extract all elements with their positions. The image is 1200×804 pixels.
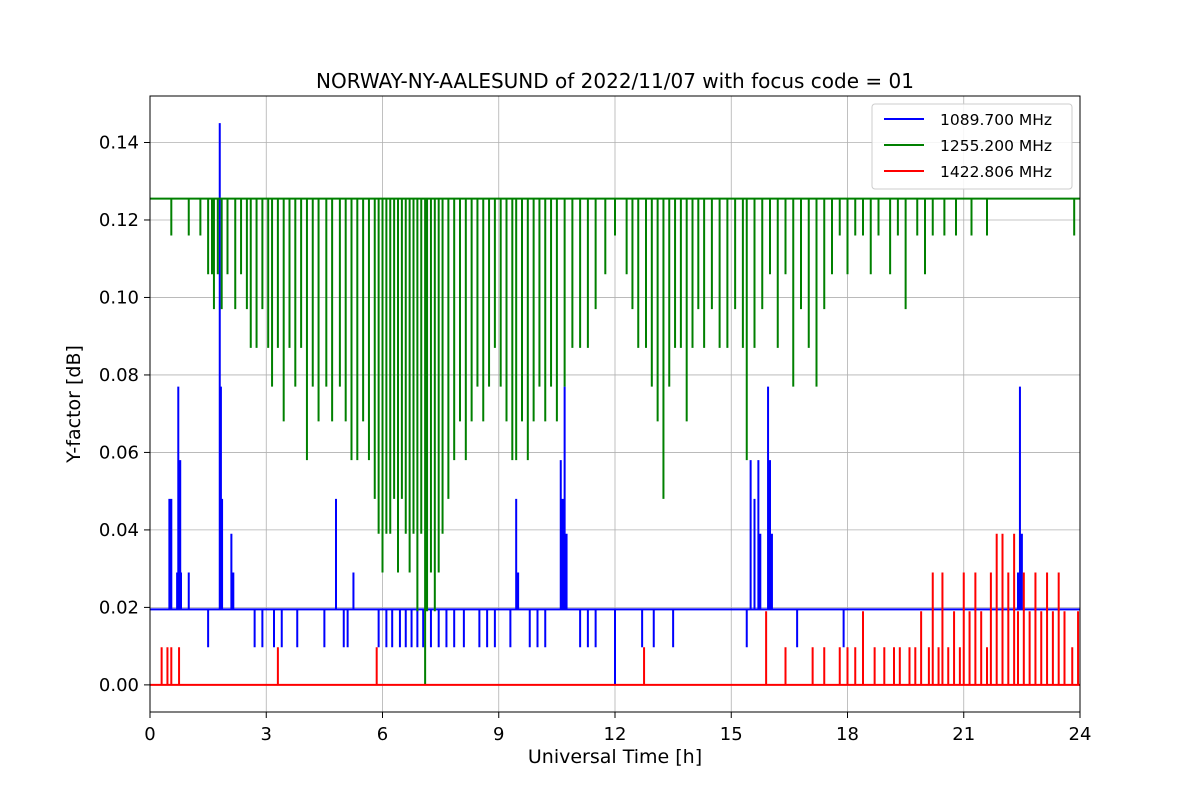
x-tick-label: 21 [952,724,975,745]
y-tick-label: 0.06 [99,442,139,463]
x-axis-title: Universal Time [h] [528,746,702,768]
y-tick-label: 0.00 [99,675,139,696]
tick-layer: 0 3 6 9 12 15 18 21 24 0.00 0.02 0.04 0.06 0.08 0.10 0.… [99,132,1092,745]
x-tick-label: 3 [261,724,272,745]
series-layer [150,123,1080,686]
legend-box [871,103,1073,190]
legend: 1089.700 MHz 1255.200 MHz 1422.806 MHz [871,103,1073,190]
series-line-1 [150,197,1080,685]
legend-label-1255: 1255.200 MHz [940,137,1052,155]
y-axis-title: Y-factor [dB] [63,345,85,464]
legend-label-1089: 1089.700 MHz [940,111,1052,129]
x-tick-label: 0 [144,724,155,745]
chart-title: NORWAY-NY-AALESUND of 2022/11/07 with fo… [316,69,914,93]
x-tick-label: 18 [836,724,859,745]
y-tick-label: 0.10 [99,287,139,308]
y-tick-label: 0.02 [99,597,139,618]
y-tick-label: 0.04 [99,520,139,541]
x-tick-label: 15 [720,724,743,745]
series-line-2 [150,533,1080,686]
y-tick-label: 0.14 [99,132,139,153]
x-tick-label: 24 [1069,724,1092,745]
legend-label-1422: 1422.806 MHz [940,163,1052,181]
series-line-0 [150,123,1080,685]
y-tick-label: 0.08 [99,365,139,386]
x-tick-label: 9 [493,724,504,745]
x-tick-label: 12 [604,724,627,745]
x-tick-label: 6 [377,724,388,745]
y-tick-label: 0.12 [99,210,139,231]
